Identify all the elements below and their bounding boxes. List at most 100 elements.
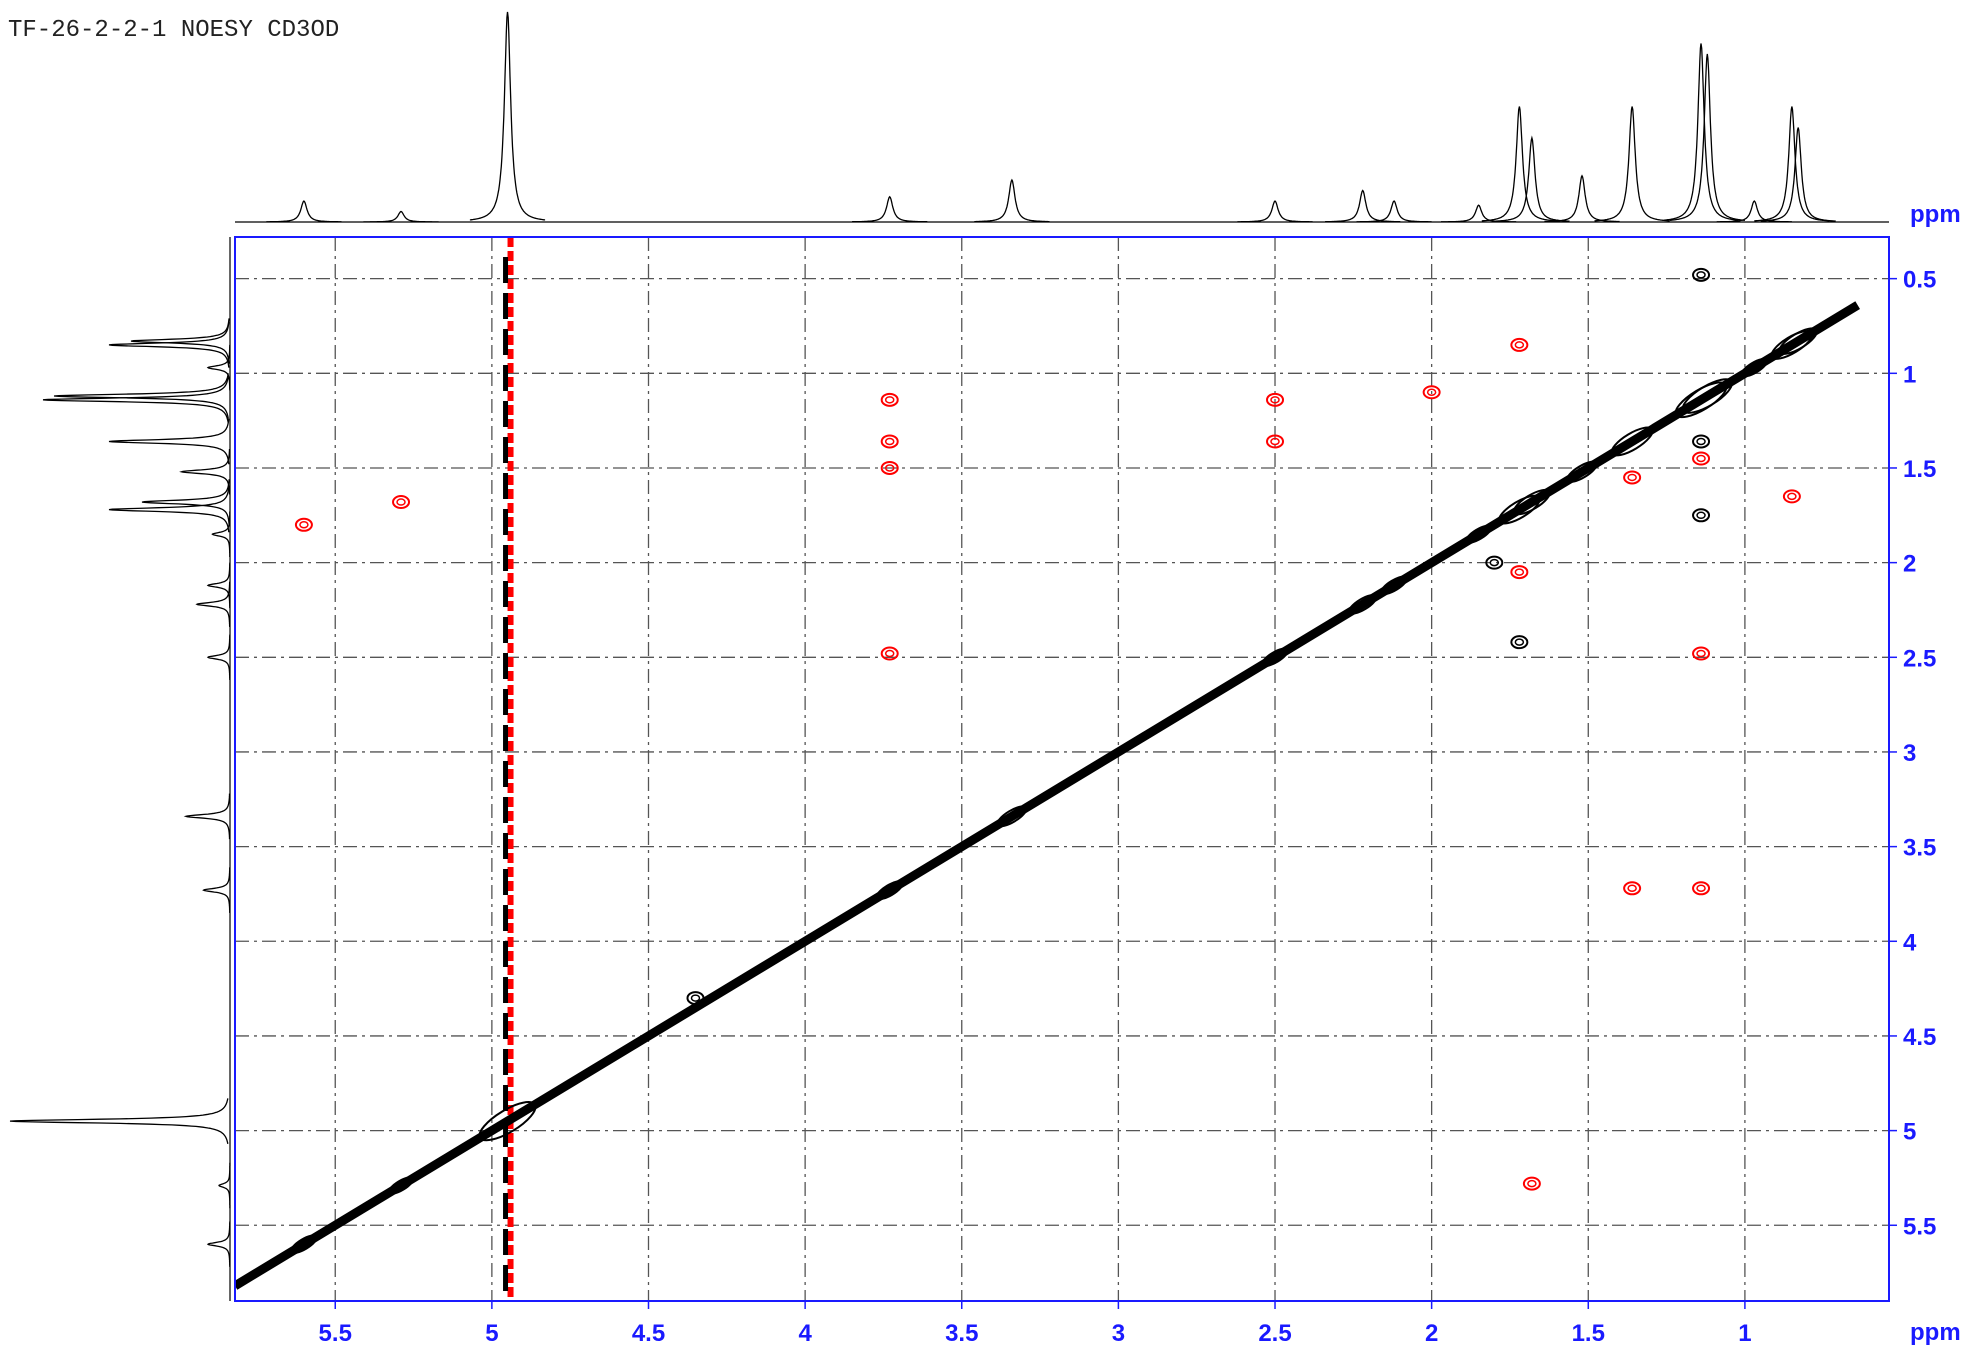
cross-peak <box>1692 267 1711 282</box>
left-spectrum-peak <box>108 322 230 368</box>
diagonal-peak <box>875 880 904 901</box>
cross-peak-inner <box>1270 437 1280 446</box>
cross-peak <box>1692 434 1711 449</box>
cross-peak <box>392 495 411 510</box>
plot-area <box>235 237 1861 1301</box>
cross-peak <box>1422 385 1441 400</box>
cross-peak <box>1485 555 1504 570</box>
cross-peak-inner <box>1489 558 1500 567</box>
cross-peak-inner <box>1514 638 1525 646</box>
y-tick-label: 0.5 <box>1903 267 1936 294</box>
diagonal-peak <box>1348 593 1378 615</box>
cross-peak <box>1266 392 1285 407</box>
x-tick-label: 5 <box>485 1320 498 1347</box>
cross-peak <box>686 991 705 1006</box>
left-spectrum-peak <box>206 562 231 609</box>
top-spectrum-peak <box>1481 106 1558 222</box>
top-spectrum-peak <box>1441 204 1517 223</box>
x-tick-label: 1.5 <box>1572 1320 1605 1347</box>
top-spectrum-peak <box>266 200 342 223</box>
top-spectrum-peak <box>363 210 439 223</box>
top-spectrum-peak <box>469 11 546 221</box>
y-tick-label: 5.5 <box>1903 1213 1936 1240</box>
cross-peak <box>880 392 899 407</box>
y-tick-label: 5 <box>1903 1119 1916 1146</box>
y-tick-label: 1 <box>1903 361 1916 388</box>
left-spectrum-peak <box>206 634 231 680</box>
x-tick-label: 1 <box>1738 1320 1751 1347</box>
left-spectrum-peak <box>206 344 231 391</box>
cross-peak <box>1692 451 1711 466</box>
y-tick-label: 4 <box>1903 929 1917 956</box>
top-spectrum-peak <box>1754 106 1830 222</box>
x-tick-label: 3.5 <box>945 1320 978 1347</box>
x-tick-label: 3 <box>1112 1320 1125 1347</box>
diagonal-peak <box>996 805 1028 828</box>
top-spectrum-peak <box>1325 189 1401 223</box>
cross-peak-inner <box>884 396 895 404</box>
cross-peak-inner <box>1696 437 1706 446</box>
chart-title: TF-26-2-2-1 NOESY CD3OD <box>8 17 339 44</box>
top-spectrum-peak <box>1494 135 1570 222</box>
diagonal-peak <box>1740 357 1769 378</box>
plot-frame <box>234 236 1890 1302</box>
cross-peak-inner <box>396 498 406 506</box>
left-spectrum-peak <box>130 318 230 364</box>
top-spectrum-peak <box>1594 106 1670 222</box>
left-spectrum-peak <box>42 377 229 423</box>
y-tick-label: 3 <box>1903 740 1916 767</box>
top-spectrum-peak <box>1760 127 1836 222</box>
left-spectrum-peak <box>206 1221 231 1267</box>
diagonal-peak <box>290 1234 318 1254</box>
x-tick-label: 2.5 <box>1258 1320 1291 1347</box>
top-spectrum-peak <box>1716 200 1792 223</box>
cross-peak <box>294 517 313 532</box>
cross-peak <box>1692 881 1711 896</box>
cross-peak <box>1510 565 1529 580</box>
cross-peak-inner <box>1696 511 1706 520</box>
y-tick-label: 2.5 <box>1903 645 1936 672</box>
cross-peak <box>880 460 899 475</box>
cross-peak-inner <box>1514 341 1525 349</box>
cross-peak-inner <box>1696 454 1706 463</box>
left-spectrum-peak <box>108 486 230 533</box>
diagonal-peak <box>1681 378 1733 414</box>
left-spectrum-peak <box>195 581 231 627</box>
cross-peak <box>1623 881 1642 896</box>
left-spectrum-peak <box>141 479 230 525</box>
cross-peak-inner <box>1270 396 1280 404</box>
diagonal-peak <box>1497 494 1541 525</box>
left-spectrum-peak <box>183 793 231 840</box>
top-spectrum-peak <box>1356 200 1432 223</box>
cross-peak-inner <box>1696 271 1706 279</box>
top-spectrum-peak <box>1237 200 1313 223</box>
cross-peak <box>1266 434 1285 449</box>
x-axis-label: ppm <box>1910 1319 1961 1346</box>
cross-peak <box>880 434 899 449</box>
y-axis-label: ppm <box>1910 201 1961 228</box>
diagonal-peak <box>387 1176 415 1195</box>
cross-peak <box>1692 646 1711 661</box>
cross-peak-inner <box>1696 649 1706 658</box>
cross-peak-inner <box>690 994 701 1002</box>
diagonal-peak <box>1566 460 1598 483</box>
left-spectrum-peak <box>211 511 231 557</box>
cross-peak <box>880 646 899 661</box>
diagonal-peak <box>1512 488 1551 516</box>
cross-peak-inner <box>1627 473 1637 482</box>
left-spectrum-peak <box>179 449 231 495</box>
cross-peak <box>1623 470 1642 485</box>
cross-peak-inner <box>1787 492 1797 501</box>
diagonal-peak <box>1778 327 1818 355</box>
y-tick-label: 1.5 <box>1903 456 1936 483</box>
cross-peak-inner <box>299 521 309 529</box>
cross-peak <box>1510 635 1529 650</box>
cross-peak-inner <box>1514 568 1525 576</box>
left-spectrum-peak <box>9 1098 229 1145</box>
x-tick-label: 5.5 <box>319 1320 352 1347</box>
cross-peak-inner <box>1527 1179 1537 1188</box>
top-spectrum-peak <box>1669 53 1745 221</box>
diagonal-peak <box>1610 426 1654 457</box>
diagonal-peak <box>1380 575 1408 596</box>
